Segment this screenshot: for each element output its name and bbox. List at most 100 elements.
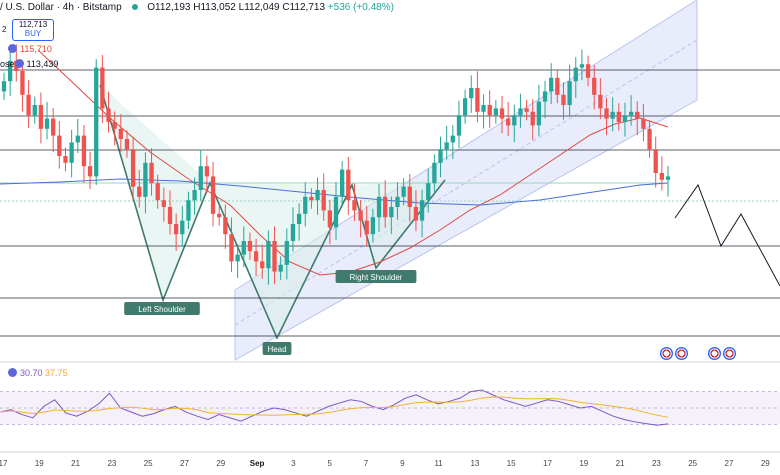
candles: [1, 44, 671, 285]
candle-body: [198, 166, 203, 190]
candle-body: [296, 213, 302, 224]
candle-body: [598, 94, 603, 109]
rsi-line: [0, 389, 669, 426]
candle-body: [579, 64, 585, 68]
buy-price: 112,713: [18, 20, 48, 29]
candle-body: [69, 142, 74, 163]
x-tick-label: 25: [688, 459, 697, 468]
price-change: +536 (+0.48%): [327, 2, 394, 13]
candle-body: [469, 88, 474, 99]
event-flag-icon[interactable]: [708, 347, 721, 360]
candle-body: [653, 149, 658, 173]
candle-body: [573, 67, 578, 82]
candle-body: [524, 108, 529, 112]
candle-body: [38, 105, 44, 129]
right-shoulder-label: Right Shoulder: [335, 270, 417, 283]
event-flag-icon[interactable]: [660, 347, 673, 360]
candle-body: [155, 183, 160, 201]
ma-blue-line: [0, 178, 669, 206]
candle-body: [124, 139, 130, 150]
candle-body: [659, 173, 665, 180]
candle-body: [542, 91, 548, 102]
candle-body: [81, 135, 87, 167]
candle-body: [327, 210, 333, 228]
candle-body: [592, 77, 597, 95]
x-tick-label: 19: [35, 459, 44, 468]
candle-body: [272, 241, 277, 272]
ma-blue-label: ose: [0, 59, 15, 69]
candle-body: [481, 105, 486, 112]
candle-body: [20, 71, 25, 95]
chart-header: / U.S. Dollar · 4h · Bitstamp O112,193 H…: [0, 2, 394, 13]
x-tick-label: 21: [71, 459, 80, 468]
rsi-panel: [0, 361, 780, 426]
candle-body: [217, 213, 222, 218]
candle-body: [278, 264, 283, 272]
candle-body: [389, 207, 394, 218]
ma-blue-legend[interactable]: ose 113,439: [0, 59, 58, 69]
candle-body: [149, 162, 154, 184]
ma-blue-value: 113,439: [26, 59, 59, 69]
left-shoulder-label: Left Shoulder: [124, 302, 200, 315]
left-shoulder-label-bg: [124, 302, 200, 315]
x-tick-label: Sep: [250, 459, 265, 468]
candle-body: [51, 118, 56, 136]
candle-body: [616, 111, 621, 122]
x-tick-label: 21: [616, 459, 625, 468]
buy-button[interactable]: 112,713 BUY: [12, 19, 54, 41]
candle-body: [192, 190, 197, 201]
candle-body: [290, 224, 296, 241]
candle-body: [167, 207, 173, 224]
candle-body: [284, 241, 289, 265]
candle-body: [549, 77, 554, 92]
indicator-icon: [14, 59, 24, 68]
candle-body: [493, 108, 499, 116]
candle-body: [610, 111, 615, 119]
candle-body: [186, 200, 191, 221]
event-flag-icon[interactable]: [675, 347, 688, 360]
candle-body: [665, 176, 671, 180]
event-flags-2[interactable]: [706, 347, 736, 360]
candle-body: [530, 111, 535, 126]
candle-body: [235, 254, 240, 262]
rsi-ma-line: [0, 396, 669, 418]
rsi-legend[interactable]: 30.70 37.75: [8, 368, 68, 378]
candle-body: [204, 166, 210, 177]
market-status-icon: [132, 4, 139, 11]
x-tick-label: 17: [543, 459, 552, 468]
candle-body: [57, 135, 62, 156]
candle-body: [260, 261, 265, 269]
x-tick-label: 11: [434, 459, 443, 468]
candle-body: [401, 186, 406, 197]
candle-body: [426, 183, 431, 201]
candle-body: [641, 118, 646, 129]
candle-body: [419, 200, 425, 221]
candle-body: [118, 128, 123, 139]
candle-body: [106, 108, 111, 122]
candle-body: [352, 200, 357, 211]
candle-body: [137, 186, 142, 197]
candle-body: [505, 118, 511, 126]
rsi-ma-value: 37.75: [45, 368, 68, 378]
candle-body: [635, 111, 640, 119]
ma-red-line: [37, 49, 669, 276]
candle-body: [94, 67, 99, 177]
event-flags-1[interactable]: [658, 347, 688, 360]
ma-red-legend[interactable]: 115,710: [8, 44, 52, 54]
candle-body: [370, 217, 376, 235]
candle-body: [450, 135, 455, 143]
right-shoulder-label-bg: [335, 270, 417, 283]
candle-body: [247, 241, 253, 252]
candle-body: [622, 115, 628, 122]
head-label: Head: [262, 342, 292, 355]
candle-body: [407, 186, 412, 207]
candle-body: [130, 149, 136, 187]
candle-body: [444, 142, 449, 150]
candle-body: [456, 115, 462, 136]
x-tick-label: 7: [364, 459, 369, 468]
event-flag-icon[interactable]: [723, 347, 736, 360]
candle-body: [63, 156, 68, 163]
x-tick-label: 23: [107, 459, 116, 468]
